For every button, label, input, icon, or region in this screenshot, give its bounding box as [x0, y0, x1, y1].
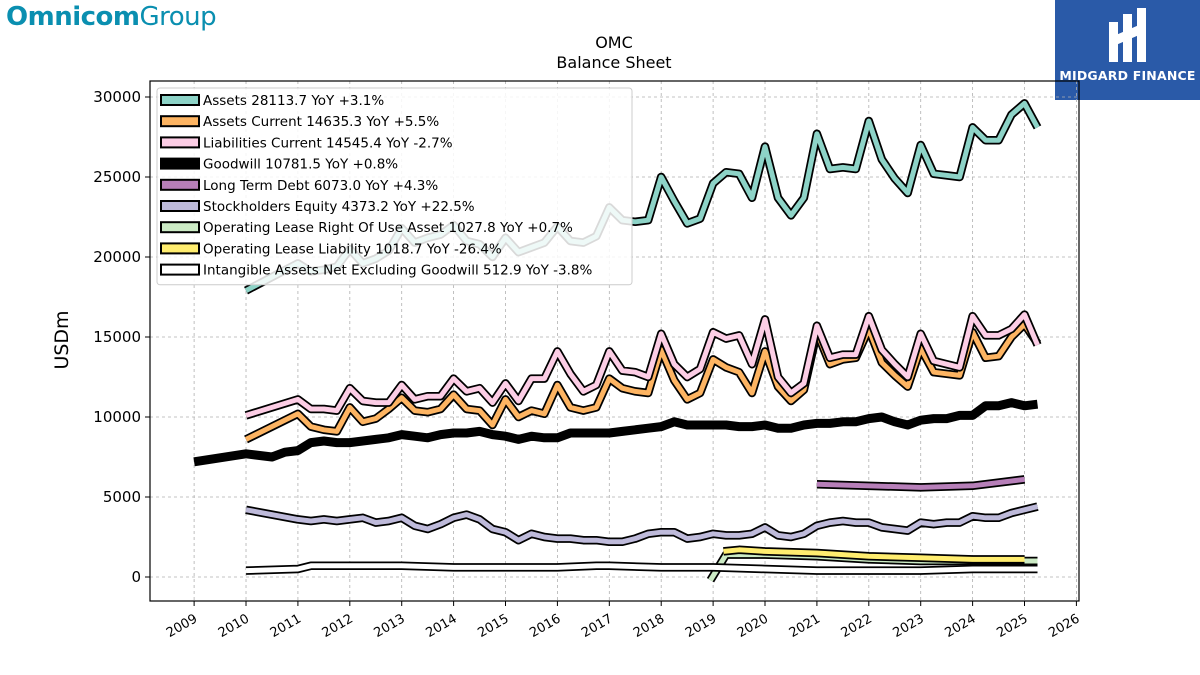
x-tick-label: 2018: [631, 611, 667, 641]
series-line: [245, 504, 1039, 545]
legend-label: Assets Current 14635.3 YoY +5.5%: [203, 114, 439, 130]
x-tick-label: 2010: [216, 611, 252, 641]
x-tick-label: 2019: [683, 611, 719, 641]
brand-light-text: Group: [139, 2, 217, 32]
legend-swatch: [160, 94, 200, 106]
legend-label: Liabilities Current 14545.4 YoY -2.7%: [203, 135, 453, 151]
series-line: [193, 398, 1039, 467]
legend-swatch: [160, 178, 200, 191]
x-tick-label: 2016: [527, 611, 563, 641]
midgard-logo-icon: [1109, 8, 1146, 62]
series-4: [816, 475, 1026, 492]
series-line: [245, 563, 1038, 574]
x-tick-label: 2026: [1046, 611, 1082, 641]
x-tick-label: 2021: [787, 611, 823, 641]
legend-swatch: [160, 242, 200, 255]
plot-frame: [149, 80, 1080, 602]
legend-swatch: [160, 157, 200, 170]
chart-subtitle: Balance Sheet: [556, 53, 671, 72]
x-tick-label: 2012: [320, 611, 356, 641]
x-tick-label: 2011: [268, 611, 304, 641]
series-3: [193, 398, 1039, 467]
series-2: [244, 310, 1042, 420]
y-axis-label: USDm: [51, 310, 73, 369]
x-tick-label: 2017: [579, 611, 615, 641]
y-tick-label: 25000: [93, 168, 141, 186]
badge-text: MIDGARD FINANCE: [1059, 68, 1196, 83]
legend-label: Long Term Debt 6073.0 YoY +4.3%: [203, 178, 438, 194]
legend-swatch: [160, 200, 200, 212]
legend-label: Stockholders Equity 4373.2 YoY +22.5%: [203, 199, 475, 215]
legend-swatch: [160, 263, 200, 276]
omnicom-group-logo: OmnicomGroup: [6, 2, 217, 32]
x-tick-label: 2025: [994, 611, 1030, 641]
series-7: [723, 545, 1025, 564]
y-tick-label: 0: [131, 568, 141, 586]
x-tick-label: 2020: [735, 611, 771, 641]
brand-bold-text: Omnicom: [6, 2, 140, 32]
series-line: [245, 312, 1040, 418]
midgard-finance-badge: MIDGARD FINANCE: [1055, 0, 1200, 100]
legend-swatch: [160, 221, 200, 234]
x-tick-label: 2013: [372, 611, 408, 641]
x-tick-label: 2009: [164, 611, 200, 641]
legend-label: Operating Lease Right Of Use Asset 1027.…: [203, 220, 573, 236]
x-tick-label: 2022: [839, 611, 875, 641]
series-8: [245, 561, 1038, 575]
series-5: [245, 502, 1039, 547]
chart-title: OMC: [595, 33, 633, 52]
y-tick-label: 20000: [93, 248, 141, 266]
x-tick-label: 2024: [942, 611, 978, 641]
legend-label: Intangible Assets Net Excluding Goodwill…: [203, 263, 593, 279]
y-tick-label: 10000: [93, 408, 141, 426]
legend: Assets 28113.7 YoY +3.1% Assets Current 1…: [156, 87, 633, 286]
series-line: [723, 547, 1025, 562]
legend-label: Operating Lease Liability 1018.7 YoY -26…: [203, 241, 502, 257]
legend-swatch: [160, 115, 200, 128]
legend-swatch: [160, 136, 200, 149]
y-tick-label: 30000: [93, 88, 141, 106]
x-tick-label: 2015: [475, 611, 511, 641]
legend-label: Assets 28113.7 YoY +3.1%: [203, 93, 384, 109]
x-tick-label: 2023: [891, 611, 927, 641]
legend-label: Goodwill 10781.5 YoY +0.8%: [203, 157, 398, 173]
y-tick-label: 15000: [93, 328, 141, 346]
series-layer: [193, 99, 1042, 583]
series-line: [816, 476, 1025, 490]
x-tick-label: 2014: [423, 611, 459, 641]
legend-box: [156, 87, 633, 286]
y-tick-label: 5000: [103, 488, 141, 506]
